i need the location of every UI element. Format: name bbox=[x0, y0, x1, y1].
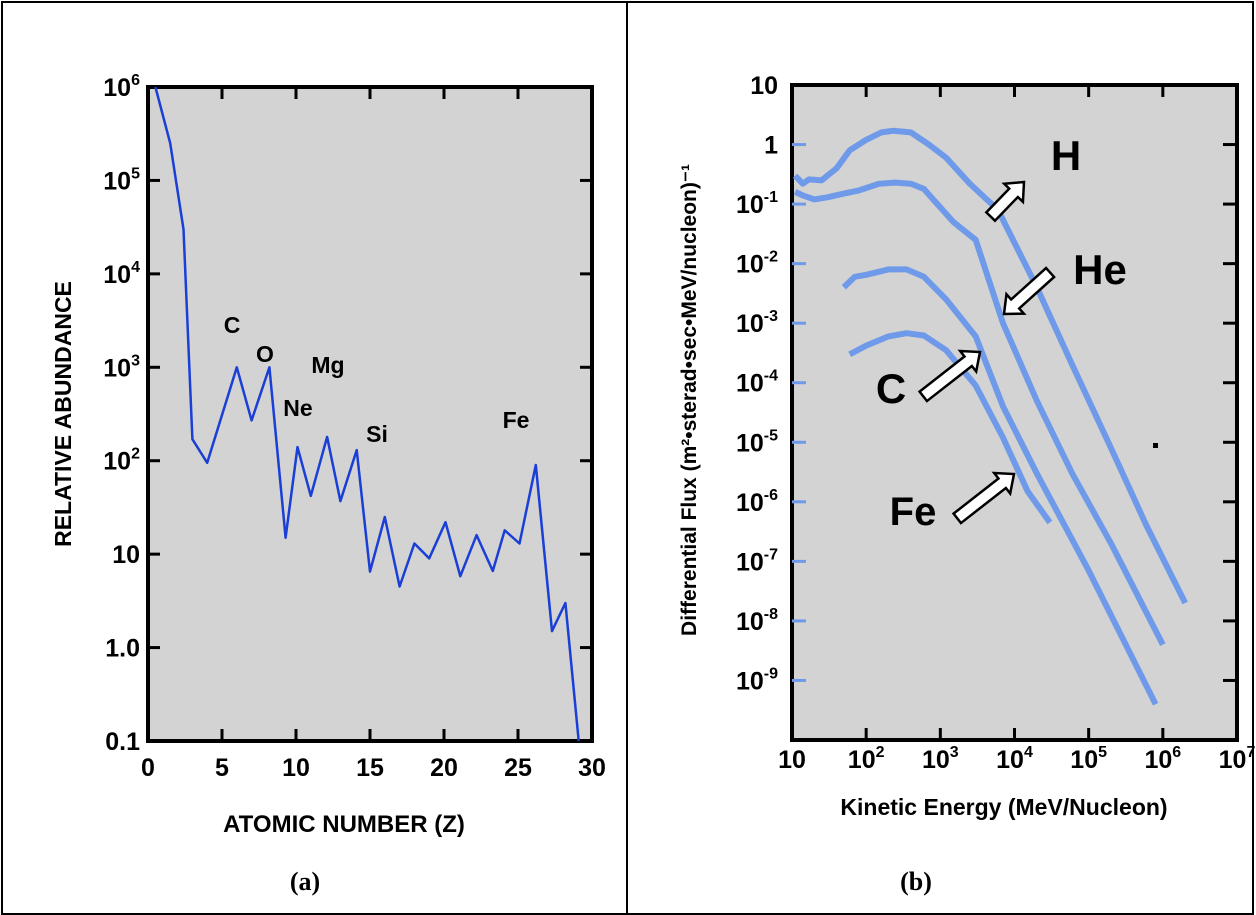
panel-a-x-tick-label: 0 bbox=[141, 754, 155, 782]
panel-b-x-tick-label: 107 bbox=[1219, 744, 1256, 774]
panel-a: 106 105 104 103 102 10 1.0 0.1 0 5 10 15 20 25 30 REL… bbox=[50, 72, 606, 896]
annotation-he: He bbox=[1073, 246, 1127, 293]
annotation-h: H bbox=[1051, 132, 1081, 179]
panel-b-y-tick-label: 10-6 bbox=[736, 487, 778, 517]
panel-a-y-tick-label: 104 bbox=[103, 259, 140, 289]
panel-a-y-axis-label: RELATIVE ABUNDANCE bbox=[50, 281, 76, 547]
series-line-fe bbox=[848, 330, 1053, 525]
arrow-he bbox=[1002, 266, 1056, 316]
panel-b-y-tick-label: 10-2 bbox=[736, 249, 778, 279]
annotation-si: Si bbox=[366, 421, 388, 447]
panel-b-x-tick-label: 102 bbox=[848, 744, 885, 774]
panel-b-x-tick-labels: 10 102 103 104 105 106 107 bbox=[778, 744, 1255, 774]
panel-a-x-tick-label: 10 bbox=[282, 754, 310, 782]
panel-b-x-tick-label: 103 bbox=[922, 744, 959, 774]
panel-b-x-tick-label: 106 bbox=[1144, 744, 1181, 774]
panel-b-y-tick-labels: 10 1 10-1 10-2 10-3 10-4 10-5 10-6 10-7 10-8 10-9 bbox=[736, 72, 778, 695]
panel-b-x-axis-label: Kinetic Energy (MeV/Nucleon) bbox=[840, 794, 1167, 820]
panel-a-y-tick-label: 0.1 bbox=[105, 728, 140, 756]
panel-b-caption: (b) bbox=[900, 867, 932, 896]
series-line-c bbox=[841, 266, 1159, 706]
annotation-ne: Ne bbox=[283, 395, 312, 421]
annotation-fe: Fe bbox=[503, 407, 530, 433]
panel-a-y-tick-label: 102 bbox=[103, 446, 140, 476]
panel-b-ticks bbox=[790, 85, 1239, 740]
series-line-h bbox=[792, 127, 1188, 605]
panel-a-caption: (a) bbox=[290, 867, 320, 896]
panel-a-ticks bbox=[146, 85, 594, 743]
panel-b-y-tick-label: 10-8 bbox=[736, 606, 778, 636]
panel-a-y-tick-label: 103 bbox=[103, 352, 140, 382]
arrow-h bbox=[984, 180, 1026, 223]
panel-a-y-tick-label: 1.0 bbox=[105, 635, 140, 663]
panel-b-y-tick-label: 10 bbox=[750, 72, 778, 100]
panel-b-x-tick-label: 10 bbox=[778, 746, 806, 774]
panel-a-x-tick-label: 25 bbox=[504, 754, 532, 782]
panel-b-series-lines bbox=[792, 127, 1188, 706]
panel-b-x-tick-label: 105 bbox=[1070, 744, 1107, 774]
panel-b-y-tick-label: 10-3 bbox=[736, 308, 778, 338]
panel-b-y-tick-label: 10-9 bbox=[736, 665, 778, 695]
annotation-o: O bbox=[256, 341, 274, 367]
panel-a-y-tick-label: 105 bbox=[103, 165, 140, 195]
panel-a-x-tick-label: 30 bbox=[578, 754, 606, 782]
annotation-c: C bbox=[876, 365, 906, 412]
annotation-mg: Mg bbox=[311, 352, 344, 378]
panel-b-y-axis-label: Differential Flux (m²•sterad•sec•MeV/nuc… bbox=[678, 164, 701, 636]
panel-a-x-axis-label: ATOMIC NUMBER (Z) bbox=[223, 811, 465, 838]
arrow-fe bbox=[951, 471, 1016, 525]
panel-a-x-tick-label: 20 bbox=[430, 754, 458, 782]
panel-b-x-tick-label: 104 bbox=[996, 744, 1033, 774]
panel-b-y-tick-label: 10-4 bbox=[736, 368, 778, 398]
arrow-c bbox=[917, 349, 982, 403]
annotation-c: C bbox=[224, 312, 241, 338]
panel-a-y-tick-label: 106 bbox=[103, 72, 140, 102]
panel-a-y-tick-labels: 106 105 104 103 102 10 1.0 0.1 bbox=[103, 72, 140, 756]
stray-dot bbox=[1153, 443, 1158, 448]
panel-b-y-tick-label: 10-7 bbox=[736, 546, 778, 576]
panel-b-y-tick-label: 10-5 bbox=[736, 427, 778, 457]
series-line-he bbox=[793, 179, 1166, 646]
panel-a-series-line bbox=[154, 86, 580, 742]
panel-a-y-tick-label: 10 bbox=[112, 541, 140, 569]
panel-b: 10110-110-210-310-410-510-610-710-810-9 … bbox=[678, 72, 1255, 896]
panel-a-x-tick-label: 15 bbox=[356, 754, 384, 782]
panel-a-x-tick-label: 5 bbox=[215, 754, 229, 782]
panel-a-x-tick-labels: 0 5 10 15 20 25 30 bbox=[141, 754, 606, 782]
annotation-fe: Fe bbox=[890, 490, 937, 534]
panel-b-y-tick-label: 1 bbox=[764, 132, 778, 160]
panel-b-y-tick-label: 10-1 bbox=[736, 189, 778, 219]
